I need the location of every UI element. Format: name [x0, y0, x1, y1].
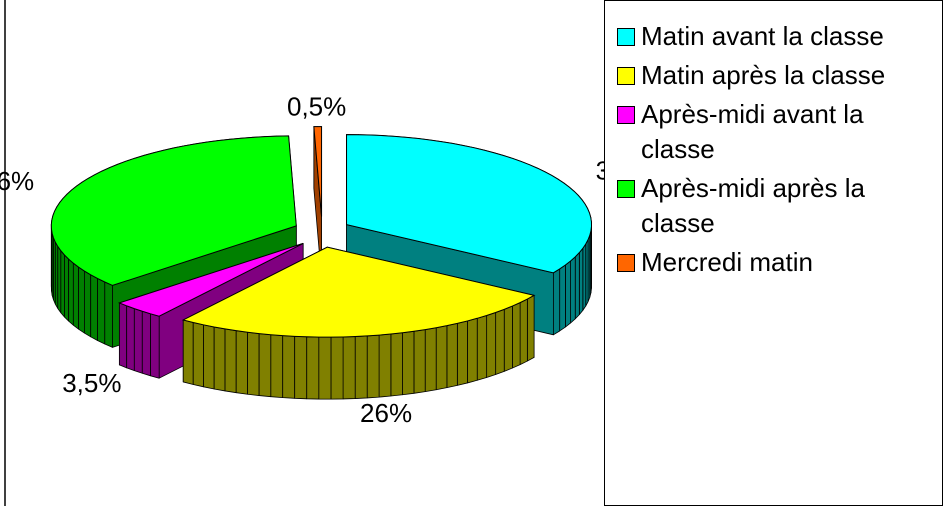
slice-side: [104, 281, 113, 348]
slice-side: [97, 278, 106, 345]
slice-side: [378, 333, 392, 398]
slice-side: [192, 322, 204, 388]
slice-side: [213, 326, 226, 392]
legend-entry: Matin après la classe: [617, 58, 942, 93]
slice-side: [564, 260, 571, 328]
slice-side: [456, 320, 468, 386]
slice-side: [476, 315, 488, 381]
legend-swatch: [617, 28, 635, 46]
slice-side: [182, 319, 194, 385]
slice-side: [258, 333, 272, 398]
slice-side: [578, 247, 584, 316]
slice-side: [90, 274, 98, 341]
legend-label: Mercredi matin: [641, 247, 813, 277]
slice-side: [413, 329, 426, 394]
slice-side: [150, 313, 160, 379]
slice-side: [84, 270, 92, 338]
legend-label: Matin avant la classe: [641, 21, 884, 51]
slice-side: [330, 336, 344, 400]
value-label: 3,5%: [62, 368, 121, 398]
slice-side: [203, 324, 215, 390]
slice-side: [60, 250, 65, 318]
slice-top: [117, 242, 304, 317]
slice-side: [224, 328, 237, 394]
legend-entry: Mercredi matin: [617, 245, 942, 280]
slice-side: [294, 335, 308, 400]
legend-entry: Matin avant la classe: [617, 19, 942, 54]
slice-side: [559, 264, 566, 332]
pie-slice: [181, 246, 536, 400]
slice-side: [141, 310, 151, 377]
value-label: 0,5%: [287, 91, 346, 121]
slice-top: [50, 135, 297, 286]
slice-side: [78, 266, 85, 334]
slice-side: [512, 302, 521, 369]
legend: Matin avant la classe Matin après la clas…: [604, 0, 943, 506]
slice-side: [72, 262, 80, 330]
slice-side: [570, 256, 576, 324]
legend-swatch: [617, 67, 635, 85]
slice-side: [126, 305, 135, 372]
slice-side: [582, 243, 587, 311]
legend-label: Après-midi après la classe: [641, 173, 865, 238]
slice-side: [574, 252, 580, 320]
slice-side: [270, 334, 284, 399]
slice-side: [467, 317, 478, 384]
legend-swatch: [617, 106, 635, 124]
slice-side: [390, 332, 403, 397]
slice-side: [446, 322, 458, 389]
legend-label: Matin après la classe: [641, 60, 886, 90]
slice-top: [346, 134, 592, 274]
slice-side: [118, 302, 128, 369]
slice-side: [57, 246, 62, 314]
slice-side: [526, 294, 535, 362]
legend-entry: Après-midi après la classe: [617, 171, 942, 241]
value-label: 26%: [360, 398, 412, 428]
legend-entry: Après-midi avant la classe: [617, 97, 942, 167]
slice-side: [354, 335, 368, 399]
slice-side: [282, 335, 296, 399]
slice-side: [424, 327, 437, 393]
slice-side: [495, 308, 505, 375]
slice-side: [519, 298, 528, 366]
legend-label: Après-midi avant la classe: [641, 99, 864, 164]
slice-top: [181, 246, 536, 338]
slice-side: [133, 308, 143, 374]
pie-slice: [313, 126, 323, 280]
slice-side: [435, 325, 448, 391]
slice-side: [235, 330, 248, 395]
slice-side: [503, 305, 513, 372]
legend-swatch: [617, 180, 635, 198]
slice-side: [402, 330, 415, 396]
legend-swatch: [617, 254, 635, 272]
value-label: 36%: [0, 166, 34, 196]
slice-side: [342, 336, 356, 400]
slice-side: [318, 336, 332, 400]
slice-top: [313, 126, 323, 217]
slice-side: [68, 258, 74, 326]
slice-side: [247, 331, 260, 396]
slice-side: [486, 312, 497, 378]
slice-side: [552, 268, 561, 336]
slice-side: [64, 254, 70, 322]
slice-side: [306, 336, 320, 400]
slice-side: [366, 334, 380, 399]
